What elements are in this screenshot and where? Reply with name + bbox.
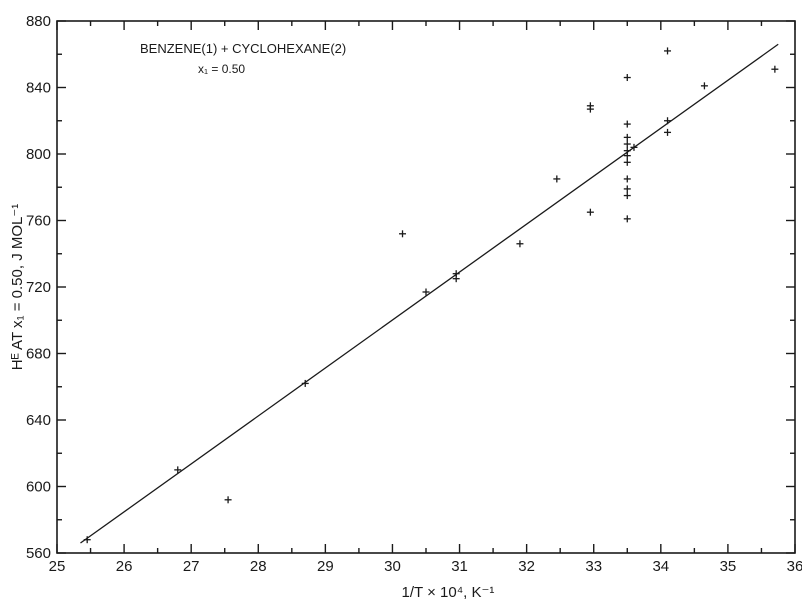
plot-frame [56, 20, 796, 554]
y-tick-label: 880 [26, 13, 51, 30]
data-point [623, 140, 631, 148]
y-tick-label: 800 [26, 146, 51, 163]
data-point [422, 288, 430, 296]
x-tick-label: 30 [384, 558, 401, 575]
y-tick-label: 640 [26, 412, 51, 429]
data-point [623, 152, 631, 160]
y-tick-label: 720 [26, 279, 51, 296]
x-tick-label: 36 [787, 558, 802, 575]
data-point [301, 379, 309, 387]
y-tick-label: 840 [26, 80, 51, 97]
data-point [623, 175, 631, 183]
data-point [664, 128, 672, 136]
y-tick-label: 680 [26, 346, 51, 363]
data-point [623, 185, 631, 193]
data-point [623, 120, 631, 128]
data-point [399, 230, 407, 238]
data-point [623, 158, 631, 166]
x-tick-label: 27 [183, 558, 200, 575]
data-point [224, 496, 232, 504]
annotation-composition: x₁ = 0.50 [198, 62, 245, 76]
x-tick-label: 31 [451, 558, 468, 575]
data-point [452, 275, 460, 283]
annotation-title: BENZENE(1) + CYCLOHEXANE(2) [140, 41, 346, 56]
y-axis-label: Hᴱ AT x₁ = 0.50, J MOL⁻¹ [9, 204, 26, 371]
data-point [771, 65, 779, 73]
data-points [83, 47, 779, 544]
data-point [83, 536, 91, 544]
data-point [623, 74, 631, 82]
x-tick-label: 26 [116, 558, 133, 575]
x-tick-label: 32 [518, 558, 535, 575]
data-point [664, 47, 672, 55]
data-point [664, 117, 672, 125]
x-tick-label: 33 [585, 558, 602, 575]
y-axis-ticks: 560 600 640 680 720 760 800 840 880 [26, 13, 795, 562]
data-point [623, 215, 631, 223]
x-tick-label: 29 [317, 558, 334, 575]
y-tick-label: 760 [26, 213, 51, 230]
data-point [623, 133, 631, 141]
x-tick-label: 28 [250, 558, 267, 575]
x-axis-label: 1/T × 10⁴, K⁻¹ [402, 584, 495, 601]
x-tick-label: 34 [652, 558, 669, 575]
y-tick-label: 600 [26, 479, 51, 496]
data-point [586, 105, 594, 113]
data-point [516, 240, 524, 248]
data-point [174, 466, 182, 474]
x-tick-label: 35 [720, 558, 737, 575]
data-point [553, 175, 561, 183]
data-point [700, 82, 708, 90]
data-point [623, 192, 631, 200]
fit-line [80, 43, 779, 544]
x-tick-label: 25 [49, 558, 66, 575]
data-point [586, 208, 594, 216]
data-point [630, 143, 638, 151]
y-tick-label: 560 [26, 545, 51, 562]
x-axis-ticks: 25 26 27 28 29 30 31 32 33 34 35 36 [49, 21, 802, 575]
